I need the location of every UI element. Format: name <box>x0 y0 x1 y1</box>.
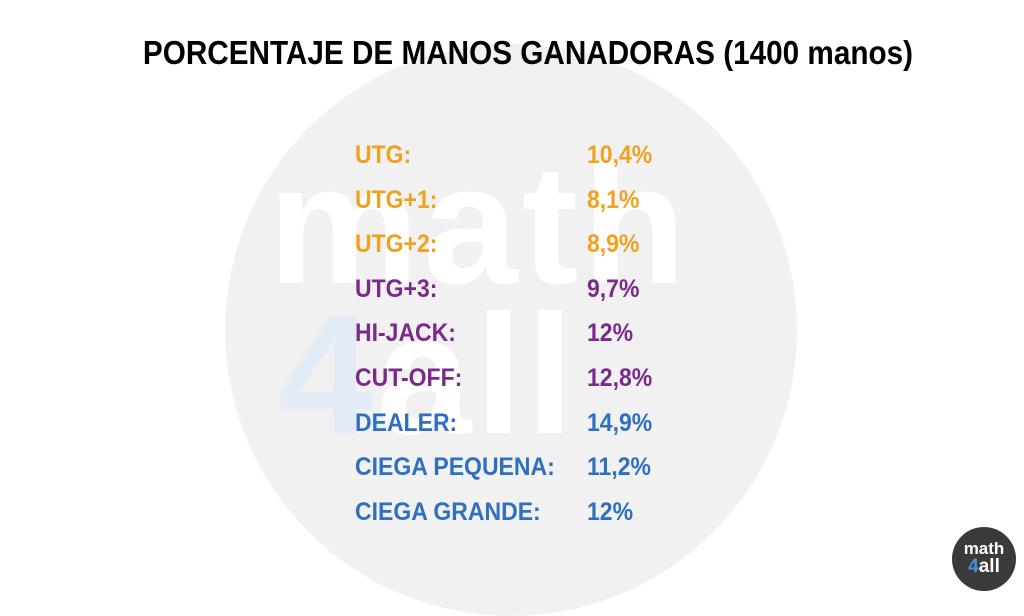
position-label: CUT-OFF: <box>355 363 463 392</box>
page-title: PORCENTAJE DE MANOS GANADORAS (1400 mano… <box>142 34 914 71</box>
position-label: UTG+2: <box>355 230 438 259</box>
win-percentage: 12% <box>587 319 634 348</box>
position-label: CIEGA PEQUENA: <box>355 453 555 482</box>
position-label: UTG+3: <box>355 274 438 303</box>
watermark-circle <box>225 44 797 616</box>
win-percentage: 11,2% <box>587 453 651 482</box>
position-label: DEALER: <box>355 408 458 437</box>
position-label: CIEGA GRANDE: <box>355 497 541 526</box>
watermark-line1: math <box>268 130 691 320</box>
win-percentage: 12% <box>587 497 634 526</box>
position-label: HI-JACK: <box>355 319 456 348</box>
watermark-logo: math 4all <box>268 140 690 470</box>
position-label: UTG+1: <box>355 185 438 214</box>
win-percentage: 9,7% <box>587 274 640 303</box>
win-percentage: 10,4% <box>587 141 653 169</box>
win-percentage: 12,8% <box>587 363 653 392</box>
win-percentage: 8,1% <box>587 185 640 214</box>
win-percentage: 8,9% <box>587 230 640 259</box>
position-label: UTG: <box>355 141 412 169</box>
watermark-line2: 4all <box>278 280 578 470</box>
win-percentage: 14,9% <box>587 408 653 437</box>
math4all-logo: math 4all <box>952 527 1016 591</box>
logo-line2: 4all <box>968 556 1000 577</box>
logo-line1: math <box>963 539 1005 558</box>
